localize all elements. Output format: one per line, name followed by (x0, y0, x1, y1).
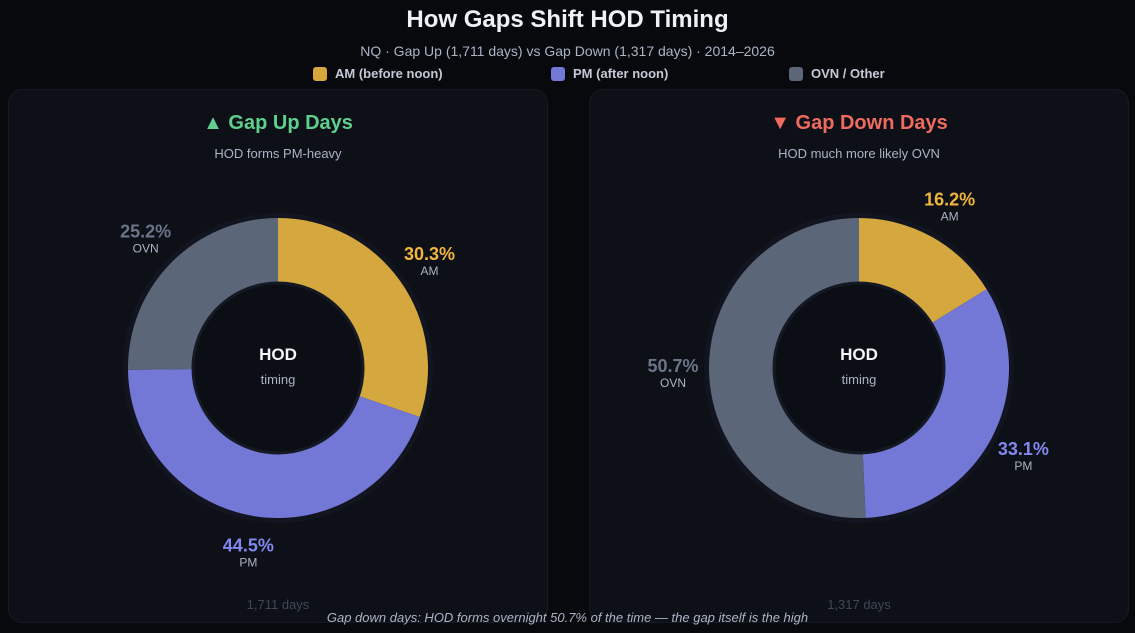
center-title: HOD (840, 345, 878, 364)
day-count: 1,317 days (827, 597, 891, 612)
panel-title: ▼ Gap Down Days (770, 112, 948, 134)
legend-item-ovn: OVN / Other (789, 66, 885, 81)
donut-chart-gap-up: 30.3%AM 44.5%PM 25.2%OVN HOD timing (120, 213, 455, 570)
slice-name-label: OVN (133, 241, 159, 255)
chart-subtitle: NQ · Gap Up (1,711 days) vs Gap Down (1,… (360, 43, 775, 59)
legend: AM (before noon) PM (after noon) OVN / O… (0, 66, 1135, 84)
day-count: 1,711 days (246, 597, 310, 612)
panel-subtitle: HOD much more likely OVN (778, 146, 940, 161)
center-subtitle: timing (261, 372, 296, 387)
panel-gap-up: ▲ Gap Up Days HOD forms PM-heavy 30.3% AM… (8, 89, 548, 623)
slice-am (278, 218, 428, 418)
legend-label: AM (before noon) (335, 66, 443, 81)
legend-swatch (789, 66, 803, 81)
slice-name-label: PM (1014, 459, 1032, 473)
panel-subtitle: HOD forms PM-heavy (214, 146, 342, 161)
footer-note: Gap down days: HOD forms overnight 50.7%… (326, 610, 809, 625)
legend-swatch (313, 66, 327, 81)
slice-name-label: AM (421, 264, 439, 278)
slice-ovn (709, 218, 866, 518)
chart-title: How Gaps Shift HOD Timing (406, 6, 729, 33)
center-title: HOD (259, 345, 297, 364)
donut-chart-gap-down: 16.2%AM 33.1%PM 50.7%OVN HOD timing (648, 190, 1049, 523)
panel-gap-down: ▼ Gap Down Days HOD much more likely OVN… (589, 89, 1129, 623)
slice-name-label: PM (239, 556, 257, 570)
panel-title: ▲ Gap Up Days (203, 112, 353, 134)
slice-am (859, 218, 987, 324)
legend-item-pm: PM (after noon) (551, 66, 668, 81)
slice-value-label: 50.7% (648, 356, 699, 376)
legend-label: OVN / Other (811, 66, 885, 81)
slice-name-label: AM (941, 210, 959, 224)
slice-value-label: 30.3% (404, 244, 455, 264)
slice-value-label: 25.2% (120, 221, 171, 241)
legend-label: PM (after noon) (573, 66, 669, 81)
slice-value-label: 33.1% (998, 439, 1049, 459)
legend-swatch (551, 66, 565, 81)
donut-hole (772, 281, 946, 455)
slice-value-label: 44.5% (223, 536, 274, 556)
center-subtitle: timing (842, 372, 877, 387)
donut-hole (191, 281, 365, 455)
legend-item-am: AM (before noon) (313, 66, 443, 81)
slice-ovn (127, 218, 278, 370)
slice-name-label: OVN (660, 376, 686, 390)
slice-value-label: 16.2% (924, 190, 975, 210)
